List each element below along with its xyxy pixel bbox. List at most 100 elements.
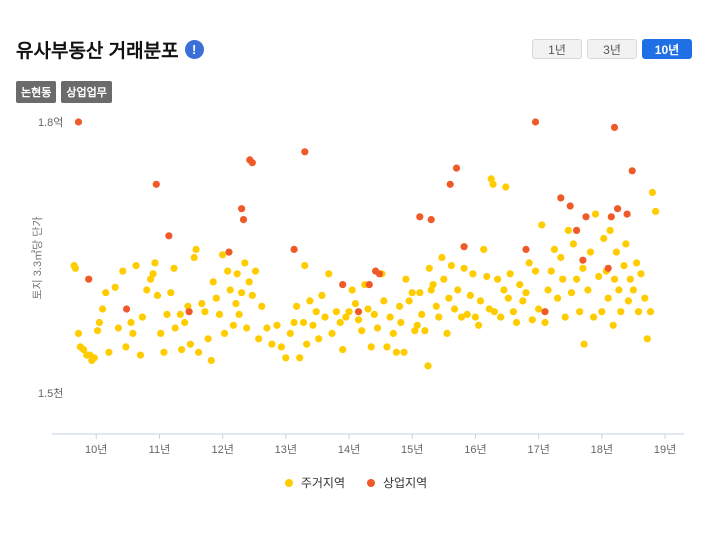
commercial-point[interactable]	[354, 308, 363, 316]
residential-point[interactable]	[306, 297, 314, 305]
info-icon[interactable]: !	[184, 40, 204, 59]
residential-point[interactable]	[550, 245, 559, 253]
residential-point[interactable]	[454, 286, 462, 294]
residential-point[interactable]	[497, 313, 505, 321]
commercial-point[interactable]	[573, 226, 581, 234]
residential-point[interactable]	[119, 267, 127, 275]
commercial-point[interactable]	[541, 308, 549, 316]
residential-point[interactable]	[502, 183, 510, 191]
commercial-point[interactable]	[248, 159, 256, 167]
residential-point[interactable]	[416, 289, 424, 297]
residential-point[interactable]	[243, 324, 251, 332]
residential-point[interactable]	[122, 343, 130, 351]
residential-point[interactable]	[290, 318, 298, 327]
residential-point[interactable]	[151, 259, 159, 267]
residential-point[interactable]	[525, 259, 533, 267]
commercial-point[interactable]	[566, 202, 574, 210]
residential-point[interactable]	[469, 270, 477, 278]
residential-point[interactable]	[392, 348, 400, 356]
residential-point[interactable]	[646, 308, 655, 316]
residential-point[interactable]	[626, 275, 634, 283]
residential-point[interactable]	[547, 267, 555, 275]
residential-point[interactable]	[408, 289, 416, 297]
residential-point[interactable]	[129, 329, 137, 337]
residential-point[interactable]	[299, 318, 308, 327]
residential-point[interactable]	[606, 226, 614, 234]
residential-point[interactable]	[438, 253, 446, 262]
residential-point[interactable]	[535, 305, 543, 313]
residential-point[interactable]	[229, 321, 237, 329]
residential-point[interactable]	[309, 321, 317, 329]
commercial-point[interactable]	[460, 243, 468, 251]
commercial-point[interactable]	[582, 213, 590, 221]
residential-point[interactable]	[232, 300, 240, 308]
residential-point[interactable]	[620, 262, 628, 270]
residential-point[interactable]	[132, 262, 140, 270]
residential-point[interactable]	[648, 188, 657, 197]
residential-point[interactable]	[93, 327, 102, 335]
residential-point[interactable]	[209, 278, 217, 286]
residential-point[interactable]	[71, 264, 79, 272]
residential-point[interactable]	[490, 308, 498, 316]
commercial-point[interactable]	[610, 123, 619, 131]
residential-point[interactable]	[153, 291, 162, 299]
residential-point[interactable]	[500, 286, 508, 294]
residential-point[interactable]	[609, 321, 617, 329]
residential-point[interactable]	[629, 286, 638, 294]
residential-point[interactable]	[160, 348, 168, 356]
residential-point[interactable]	[336, 318, 344, 327]
residential-point[interactable]	[600, 234, 608, 243]
residential-point[interactable]	[554, 294, 562, 302]
residential-point[interactable]	[138, 313, 146, 321]
residential-point[interactable]	[509, 308, 517, 316]
commercial-point[interactable]	[557, 194, 565, 202]
commercial-point[interactable]	[628, 167, 636, 175]
residential-point[interactable]	[471, 313, 479, 321]
residential-point[interactable]	[584, 286, 592, 294]
residential-point[interactable]	[325, 270, 333, 278]
residential-point[interactable]	[380, 297, 388, 305]
residential-point[interactable]	[215, 310, 224, 318]
residential-point[interactable]	[522, 289, 530, 297]
residential-point[interactable]	[195, 348, 203, 356]
residential-point[interactable]	[219, 251, 227, 259]
commercial-point[interactable]	[165, 232, 173, 240]
legend-item-commercial[interactable]: 상업지역	[367, 474, 427, 491]
residential-point[interactable]	[451, 305, 459, 313]
commercial-point[interactable]	[446, 180, 454, 188]
residential-point[interactable]	[457, 313, 466, 321]
residential-point[interactable]	[245, 278, 253, 286]
range-10y-button[interactable]: 10년	[642, 39, 692, 59]
residential-point[interactable]	[184, 302, 192, 310]
residential-point[interactable]	[235, 310, 243, 318]
residential-point[interactable]	[633, 259, 641, 267]
residential-point[interactable]	[364, 305, 372, 313]
residential-point[interactable]	[483, 272, 491, 281]
residential-point[interactable]	[111, 283, 119, 291]
residential-point[interactable]	[561, 313, 569, 321]
residential-point[interactable]	[612, 248, 621, 256]
residential-point[interactable]	[163, 310, 171, 318]
residential-point[interactable]	[181, 318, 189, 327]
residential-point[interactable]	[580, 340, 588, 348]
residential-point[interactable]	[516, 281, 524, 289]
residential-point[interactable]	[569, 240, 578, 248]
residential-point[interactable]	[557, 253, 565, 262]
residential-point[interactable]	[233, 270, 241, 278]
residential-point[interactable]	[147, 275, 155, 283]
residential-point[interactable]	[460, 264, 468, 272]
commercial-point[interactable]	[579, 256, 587, 264]
residential-point[interactable]	[95, 318, 103, 327]
commercial-point[interactable]	[531, 118, 540, 126]
legend-item-residential[interactable]: 주거지역	[284, 474, 345, 491]
residential-point[interactable]	[405, 297, 413, 305]
residential-point[interactable]	[373, 324, 382, 332]
commercial-point[interactable]	[152, 180, 160, 188]
residential-point[interactable]	[418, 310, 426, 318]
residential-point[interactable]	[114, 324, 122, 332]
residential-point[interactable]	[74, 329, 83, 337]
commercial-point[interactable]	[416, 213, 424, 221]
commercial-point[interactable]	[375, 270, 383, 278]
residential-point[interactable]	[432, 302, 440, 310]
residential-point[interactable]	[402, 275, 410, 283]
